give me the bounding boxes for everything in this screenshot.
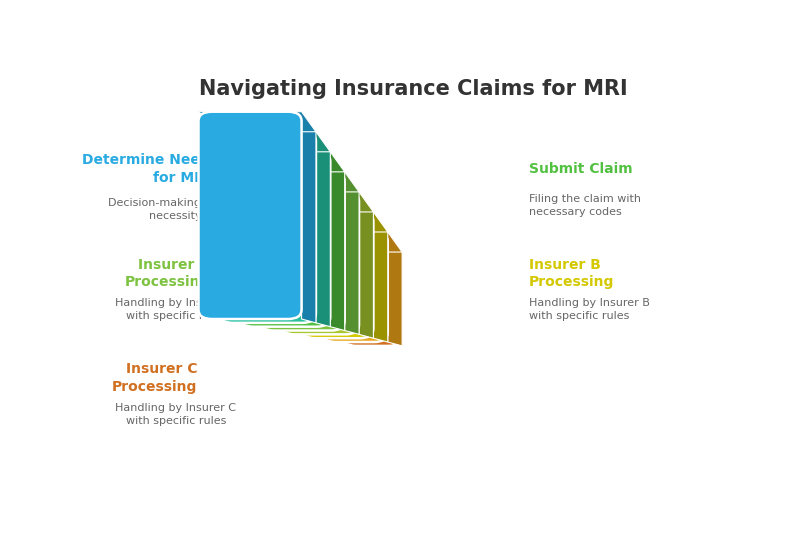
Polygon shape: [239, 152, 345, 172]
Text: Handling by Insurer B
with specific rules: Handling by Insurer B with specific rule…: [529, 298, 650, 321]
Text: Determine Need
for MRI: Determine Need for MRI: [82, 153, 210, 184]
Text: Insurer A
Processing: Insurer A Processing: [125, 258, 210, 289]
Polygon shape: [322, 232, 402, 252]
Polygon shape: [330, 152, 345, 331]
Polygon shape: [373, 212, 388, 342]
Polygon shape: [219, 132, 330, 152]
Text: Filing the claim with
necessary codes: Filing the claim with necessary codes: [529, 193, 641, 217]
Polygon shape: [301, 212, 388, 232]
FancyBboxPatch shape: [239, 152, 330, 327]
Text: Insurer B
Processing: Insurer B Processing: [529, 258, 614, 289]
Text: Submit Claim: Submit Claim: [529, 162, 632, 176]
Polygon shape: [260, 172, 359, 192]
FancyBboxPatch shape: [343, 252, 402, 346]
FancyBboxPatch shape: [198, 112, 301, 319]
FancyBboxPatch shape: [281, 192, 359, 335]
Polygon shape: [359, 192, 373, 338]
Polygon shape: [281, 192, 373, 212]
FancyBboxPatch shape: [301, 212, 373, 338]
FancyBboxPatch shape: [219, 132, 316, 323]
Polygon shape: [316, 132, 330, 327]
Polygon shape: [345, 172, 359, 335]
Text: Handling by Insurer C
with specific rules: Handling by Insurer C with specific rule…: [115, 403, 236, 425]
FancyBboxPatch shape: [260, 172, 345, 331]
Text: Insurer C
Processing: Insurer C Processing: [112, 362, 197, 393]
FancyBboxPatch shape: [322, 232, 388, 342]
Text: Decision-making on MRI
necessity: Decision-making on MRI necessity: [109, 198, 243, 221]
Polygon shape: [198, 112, 316, 132]
Polygon shape: [388, 232, 402, 346]
Text: Navigating Insurance Claims for MRI: Navigating Insurance Claims for MRI: [199, 79, 627, 99]
Polygon shape: [301, 112, 316, 323]
Text: Handling by Insurer A
with specific rules: Handling by Insurer A with specific rule…: [115, 298, 236, 321]
